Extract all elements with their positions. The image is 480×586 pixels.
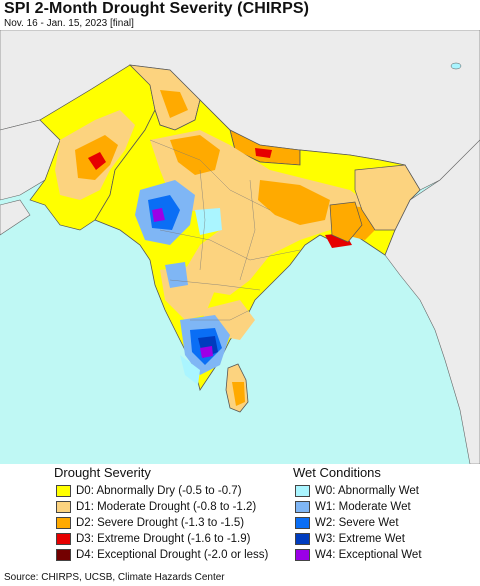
india-d2-gangetic [258,180,330,225]
legend-item-d2: D2: Severe Drought (-1.3 to -1.5) [56,516,244,530]
swatch-d0 [56,485,71,497]
legend-item-d3: D3: Extreme Drought (-1.6 to -1.9) [56,532,250,546]
kashmir-d2 [160,90,188,118]
map-title: SPI 2-Month Drought Severity (CHIRPS) [4,0,310,17]
swatch-d3 [56,533,71,545]
legend-item-d1: D1: Moderate Drought (-0.8 to -1.2) [56,500,256,514]
wet-w0-south [180,355,200,385]
legend-item-w4: W4: Exceptional Wet [295,548,422,562]
drought-map [0,30,480,464]
nepal-d3 [255,148,272,158]
legend: Drought Severity Wet Conditions D0: Abno… [0,464,480,568]
wet-w4-central [152,208,165,222]
wet-w1-west [165,262,188,288]
swatch-w0 [295,485,310,497]
wet-w4-south [200,346,213,358]
swatch-w1 [295,501,310,513]
sri-lanka-d2 [232,382,245,406]
pakistan-d3 [88,152,106,170]
internal-borders [149,139,301,321]
wet-legend-heading: Wet Conditions [293,465,381,480]
swatch-w2 [295,517,310,529]
source-credit: Source: CHIRPS, UCSB, Climate Hazards Ce… [4,572,225,583]
bangladesh-region [329,201,363,243]
northeast-india [354,164,421,231]
swatch-w4 [295,549,310,561]
legend-item-d4: D4: Exceptional Drought (-2.0 or less) [56,548,268,562]
arabian-coast [0,199,31,236]
swatch-d1 [56,501,71,513]
swatch-w3 [295,533,310,545]
legend-item-w1: W1: Moderate Wet [295,500,411,514]
wet-w0-central [195,208,222,235]
island-marker [450,62,462,70]
legend-item-w3: W3: Extreme Wet [295,532,405,546]
legend-item-d0: D0: Abnormally Dry (-0.5 to -0.7) [56,484,242,498]
swatch-d4 [56,549,71,561]
swatch-d2 [56,517,71,529]
drought-legend-heading: Drought Severity [54,465,151,480]
legend-item-w2: W2: Severe Wet [295,516,399,530]
india-d2-north [170,135,220,175]
map-subtitle: Nov. 16 - Jan. 15, 2023 [final] [4,18,134,29]
legend-item-w0: W0: Abnormally Wet [295,484,419,498]
